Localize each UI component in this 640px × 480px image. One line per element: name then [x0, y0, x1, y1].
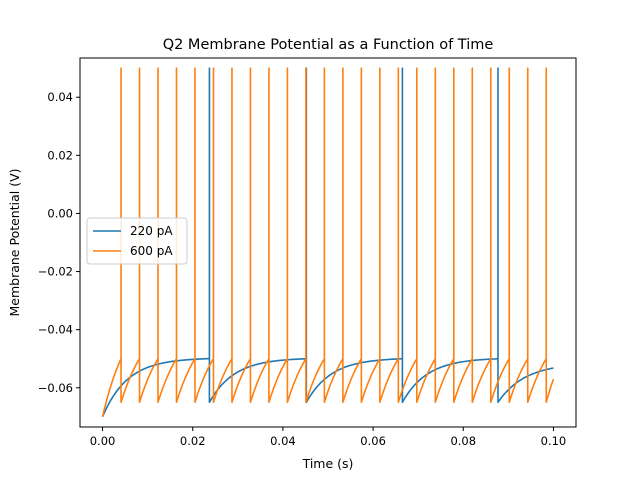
y-tick-label: 0.04: [47, 90, 73, 104]
x-tick-label: 0.04: [270, 434, 296, 448]
ticks-layer: 0.00 0.02 0.04 0.06 0.08 0.10 −0.06 −0.04 −0.02 0…: [38, 90, 567, 448]
legend: 220 pA 600 pA: [86, 217, 188, 265]
legend-label-220pa: 220 pA: [130, 224, 173, 238]
x-tick-label: 0.08: [450, 434, 476, 448]
series-layer: [101, 67, 555, 418]
x-tick-label: 0.10: [541, 434, 567, 448]
y-tick-label: −0.02: [38, 265, 73, 279]
series-line-600pa: [101, 67, 555, 418]
plot-frame: [79, 57, 577, 428]
y-axis-label: Membrane Potential (V): [7, 168, 22, 316]
x-axis-label: Time (s): [302, 456, 354, 471]
y-tick-label: −0.04: [38, 323, 73, 337]
x-tick-label: 0.06: [360, 434, 386, 448]
legend-box: [86, 217, 188, 265]
y-tick-label: 0.02: [47, 148, 73, 162]
y-tick-label: −0.06: [38, 381, 73, 395]
legend-label-600pa: 600 pA: [130, 244, 173, 258]
chart-title: Q2 Membrane Potential as a Function of T…: [163, 37, 494, 53]
x-tick-label: 0.02: [180, 434, 206, 448]
x-tick-label: 0.00: [90, 434, 116, 448]
y-tick-label: 0.00: [47, 206, 73, 220]
